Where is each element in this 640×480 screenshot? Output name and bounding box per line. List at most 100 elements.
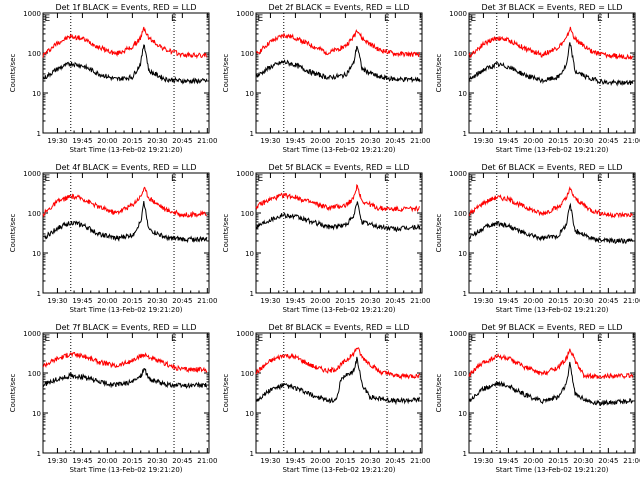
- x-tick-label: 20:15: [548, 457, 568, 465]
- x-tick-label: 19:45: [285, 457, 305, 465]
- y-tick-label: 1000: [23, 10, 41, 18]
- x-tick-label: 19:30: [47, 297, 67, 305]
- panel-title: Det 8f BLACK = Events, RED = LLD: [268, 323, 409, 332]
- panel-title: Det 6f BLACK = Events, RED = LLD: [481, 163, 622, 172]
- x-tick-label: 19:30: [47, 137, 67, 145]
- y-tick-label: 10: [32, 90, 41, 98]
- y-axis-label: Counts/sec: [9, 54, 17, 93]
- x-tick-label: 20:00: [523, 457, 543, 465]
- time-marker-label: E: [44, 174, 50, 184]
- plot-frame: [42, 172, 210, 294]
- x-tick-label: 19:45: [498, 137, 518, 145]
- panel-title: Det 4f BLACK = Events, RED = LLD: [55, 163, 196, 172]
- events-series-line: [42, 201, 208, 244]
- panel-title: Det 3f BLACK = Events, RED = LLD: [481, 3, 622, 12]
- plot-frame: [468, 172, 636, 294]
- panel-title: Det 2f BLACK = Events, RED = LLD: [268, 3, 409, 12]
- x-tick-label: 20:00: [310, 137, 330, 145]
- x-tick-label: 20:45: [385, 457, 405, 465]
- lld-series-line: [42, 186, 207, 218]
- events-series-line: [468, 202, 634, 245]
- time-marker-label: E: [44, 334, 50, 344]
- y-tick-label: 1000: [23, 330, 41, 338]
- detector-panel: Det 5f BLACK = Events, RED = LLD 1 10 100 10…: [222, 163, 430, 314]
- y-tick-label: 1000: [449, 330, 467, 338]
- lld-series-line: [42, 352, 208, 374]
- x-tick-label: 20:00: [310, 297, 330, 305]
- time-marker-label: E: [384, 174, 390, 184]
- x-tick-label: 20:00: [97, 297, 117, 305]
- x-tick-label: 20:00: [523, 297, 543, 305]
- events-series-line: [468, 361, 634, 407]
- events-series-line: [255, 201, 421, 233]
- x-tick-label: 20:00: [523, 137, 543, 145]
- x-tick-label: 19:45: [72, 297, 92, 305]
- lld-series-line: [468, 26, 633, 60]
- x-axis-label: Start Time (13-Feb-02 19:21:20): [69, 146, 182, 154]
- x-tick-label: 19:45: [285, 137, 305, 145]
- x-tick-label: 21:00: [623, 457, 640, 465]
- y-tick-label: 10: [245, 250, 254, 258]
- y-tick-label: 1: [250, 450, 254, 458]
- y-tick-label: 10: [458, 250, 467, 258]
- panel-title: Det 9f BLACK = Events, RED = LLD: [481, 323, 622, 332]
- x-tick-label: 19:45: [72, 137, 92, 145]
- x-tick-label: 19:30: [473, 457, 493, 465]
- x-tick-label: 20:45: [172, 137, 192, 145]
- y-axis-label: Counts/sec: [222, 54, 230, 93]
- plot-frame: [468, 12, 636, 134]
- x-tick-label: 19:45: [72, 457, 92, 465]
- y-tick-label: 1000: [236, 170, 254, 178]
- x-tick-label: 21:00: [410, 297, 430, 305]
- detector-panel: Det 7f BLACK = Events, RED = LLD 1 10 100 10…: [9, 323, 217, 474]
- x-tick-label: 20:00: [310, 457, 330, 465]
- events-series-line: [256, 356, 421, 406]
- detector-panel: Det 9f BLACK = Events, RED = LLD 1 10 100 10…: [435, 323, 640, 474]
- y-tick-label: 1000: [236, 10, 254, 18]
- x-tick-label: 20:30: [360, 137, 380, 145]
- plot-frame: [255, 172, 423, 294]
- x-axis-label: Start Time (13-Feb-02 19:21:20): [495, 146, 608, 154]
- time-marker-label: E: [171, 14, 177, 24]
- y-tick-label: 100: [454, 210, 467, 218]
- lld-series-line: [255, 184, 421, 213]
- x-tick-label: 21:00: [197, 457, 217, 465]
- panel-title: Det 7f BLACK = Events, RED = LLD: [55, 323, 196, 332]
- x-tick-label: 19:30: [473, 297, 493, 305]
- events-series-line: [42, 44, 208, 85]
- events-series-line: [468, 42, 634, 87]
- x-tick-label: 20:45: [172, 297, 192, 305]
- y-tick-label: 100: [241, 210, 254, 218]
- x-tick-label: 21:00: [410, 457, 430, 465]
- y-tick-label: 1000: [449, 170, 467, 178]
- x-tick-label: 21:00: [623, 137, 640, 145]
- x-axis-label: Start Time (13-Feb-02 19:21:20): [282, 466, 395, 474]
- x-tick-label: 20:00: [97, 137, 117, 145]
- plot-frame: [42, 332, 210, 454]
- y-tick-label: 100: [241, 370, 254, 378]
- lld-series-line: [468, 348, 634, 380]
- y-tick-label: 10: [458, 90, 467, 98]
- y-tick-label: 1: [463, 290, 467, 298]
- y-tick-label: 100: [454, 50, 467, 58]
- y-tick-label: 10: [458, 410, 467, 418]
- x-tick-label: 20:15: [122, 297, 142, 305]
- x-tick-label: 20:30: [147, 297, 167, 305]
- time-marker-label: E: [597, 174, 603, 184]
- lld-series-line: [255, 347, 421, 380]
- y-axis-label: Counts/sec: [222, 214, 230, 253]
- time-marker-label: E: [384, 334, 390, 344]
- plot-frame: [42, 12, 210, 134]
- y-tick-label: 1: [37, 130, 41, 138]
- x-tick-label: 21:00: [623, 297, 640, 305]
- x-tick-label: 20:30: [360, 457, 380, 465]
- x-tick-label: 20:45: [385, 297, 405, 305]
- x-tick-label: 20:30: [573, 457, 593, 465]
- y-tick-label: 100: [28, 50, 41, 58]
- y-tick-label: 1: [250, 130, 254, 138]
- y-tick-label: 1000: [449, 10, 467, 18]
- x-tick-label: 20:15: [335, 137, 355, 145]
- x-tick-label: 21:00: [197, 297, 217, 305]
- y-axis-label: Counts/sec: [435, 374, 443, 413]
- x-tick-label: 20:45: [598, 457, 618, 465]
